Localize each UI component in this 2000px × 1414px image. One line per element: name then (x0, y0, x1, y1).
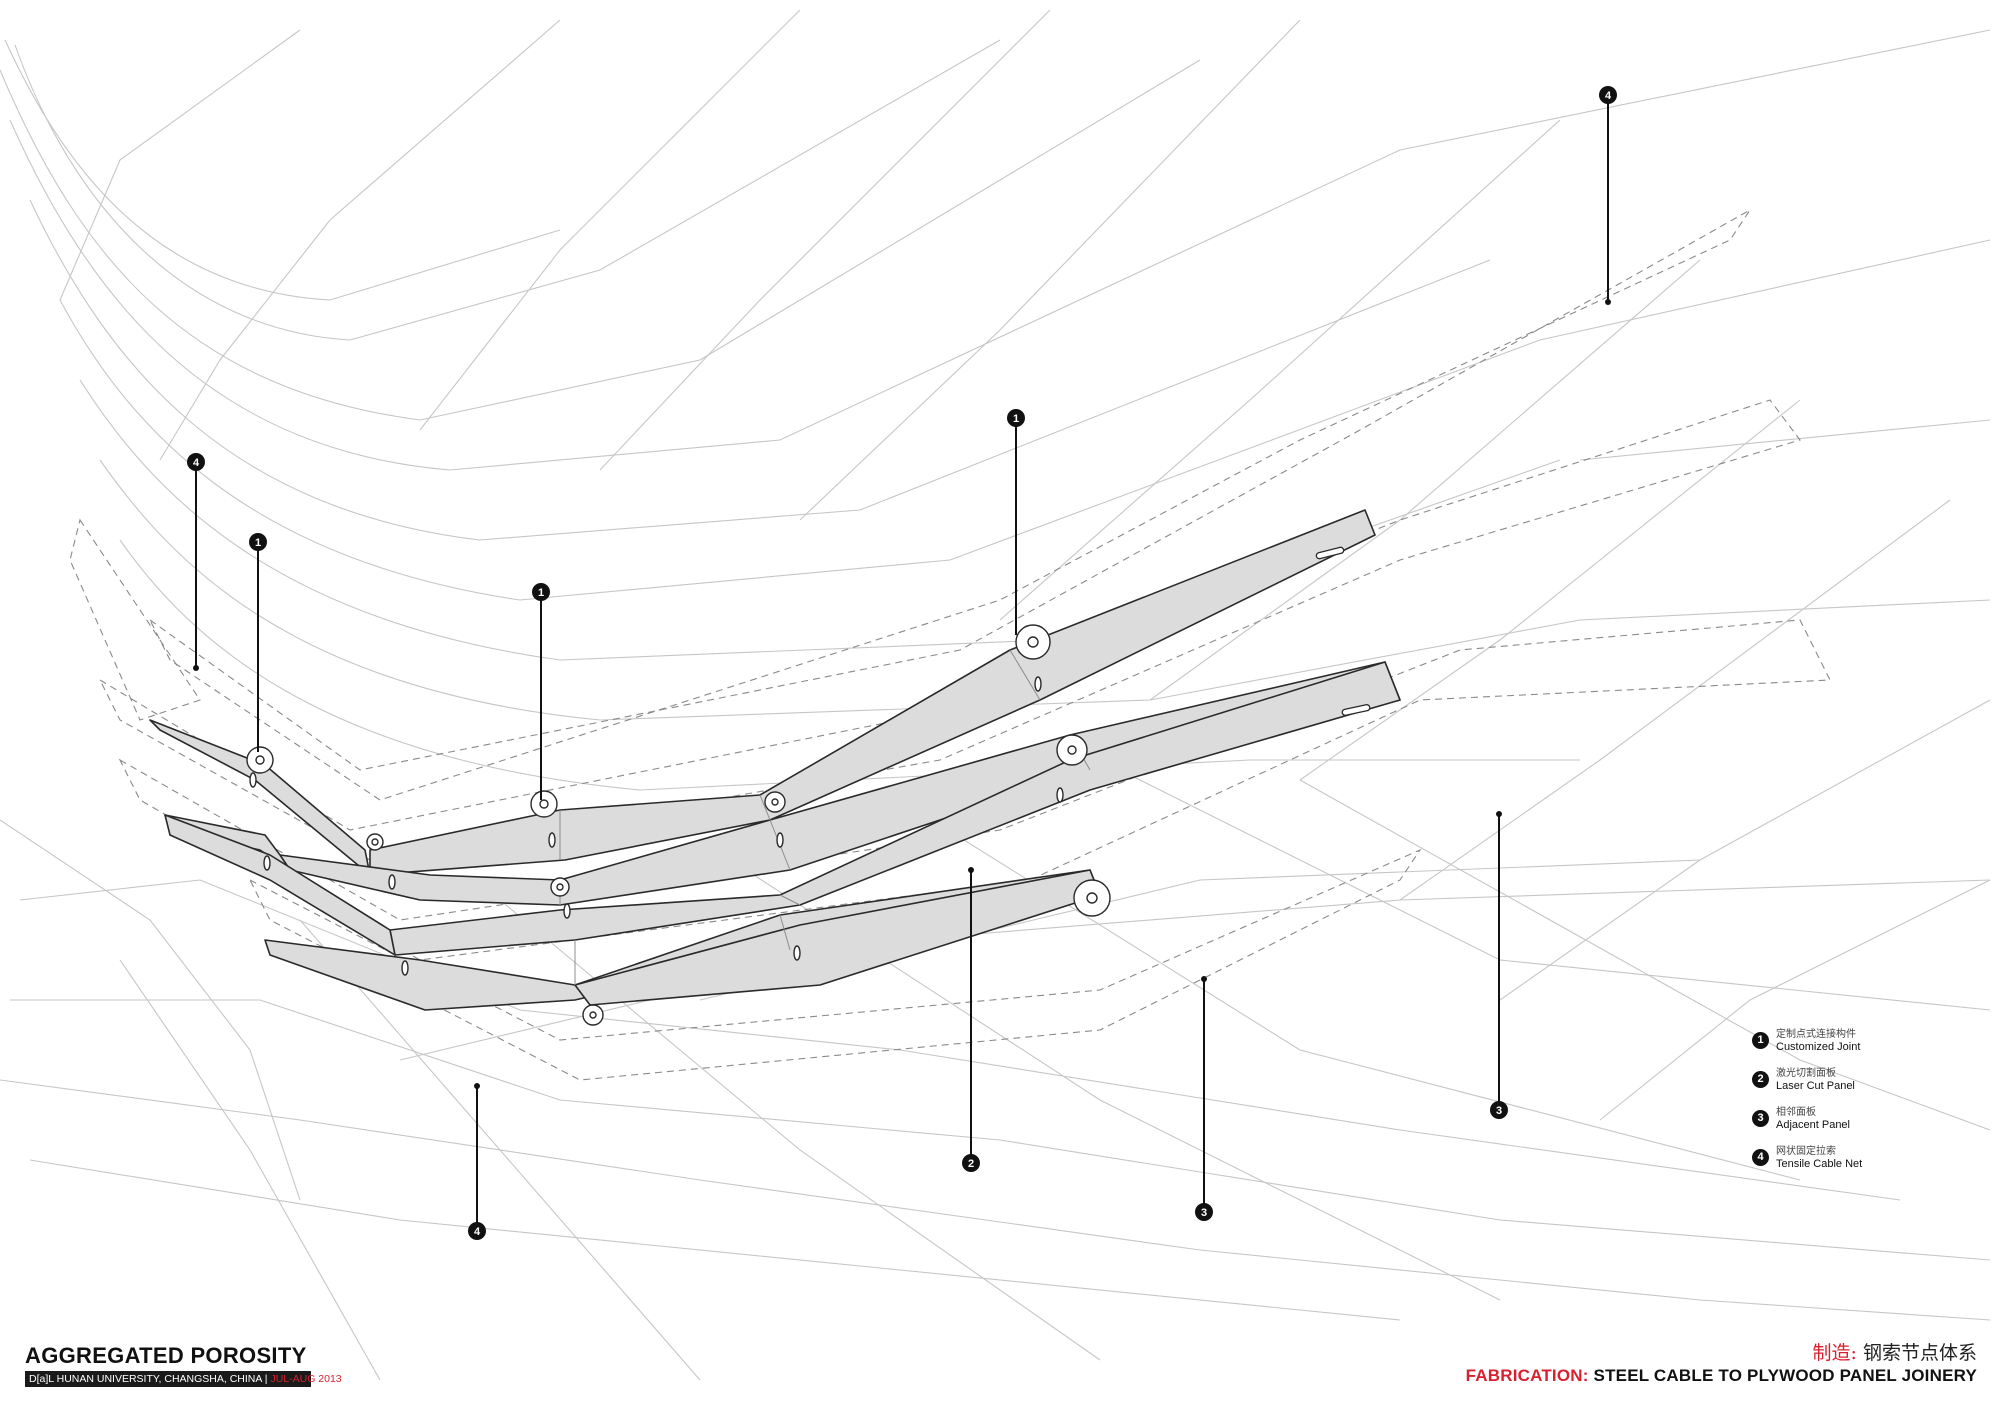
project-date: JUL-AUG 2013 (270, 1373, 342, 1385)
joint-9 (366, 833, 384, 851)
panel-lower (389, 661, 1401, 956)
svg-text:2: 2 (968, 1158, 974, 1170)
legend-label-cn: 相邻面板 (1776, 1107, 1816, 1118)
joint-7 (550, 877, 570, 897)
svg-text:4: 4 (1605, 90, 1612, 102)
svg-text:1: 1 (538, 587, 544, 599)
customized-joints (246, 624, 1111, 1026)
callout-marker: 1 (1007, 409, 1025, 427)
joint-6 (764, 791, 786, 813)
callout-markers: 4 4 1 1 1 2 3 3 4 (187, 86, 1617, 1240)
legend-label-en: Tensile Cable Net (1776, 1158, 1863, 1170)
legend-label-cn: 定制点式连接构件 (1776, 1029, 1856, 1040)
sheet-title-en: FABRICATION: STEEL CABLE TO PLYWOOD PANE… (1466, 1365, 1977, 1387)
callout-marker: 1 (249, 533, 267, 551)
legend-label-en: Laser Cut Panel (1776, 1080, 1855, 1092)
joint-3 (1015, 624, 1051, 660)
callout-marker: 2 (962, 1154, 980, 1172)
project-title: AGGREGATED POROSITY (25, 1343, 307, 1368)
bolts (249, 676, 1064, 976)
joint-2 (530, 790, 558, 818)
sheet-title-en-accent: FABRICATION: (1465, 1366, 1589, 1385)
callout-marker: 3 (1195, 1203, 1213, 1221)
joint-8 (582, 1004, 604, 1026)
leader-lines (195, 95, 1609, 1231)
sheet-title-cn: 制造: 钢索节点体系 (1466, 1341, 1977, 1365)
legend-label-cn: 网状固定拉索 (1776, 1146, 1836, 1157)
laser-cut-panels (149, 509, 1401, 1011)
cable-net (0, 9, 1991, 1381)
callout-marker: 1 (532, 583, 550, 601)
panel-slots (1315, 546, 1371, 716)
sheet-title-cn-accent: 制造: (1812, 1342, 1857, 1364)
legend-item: 4 网状固定拉索 Tensile Cable Net (1752, 1146, 1992, 1185)
legend-item: 1 定制点式连接构件 Customized Joint (1752, 1029, 1992, 1068)
title-block: AGGREGATED POROSITY D[a]L HUNAN UNIVERSI… (25, 1343, 342, 1387)
sheet-title-block: 制造: 钢索节点体系 FABRICATION: STEEL CABLE TO P… (1466, 1341, 1977, 1387)
panel-upper (369, 509, 1376, 876)
joint-5 (1073, 879, 1111, 917)
leader-endpoints (193, 299, 1611, 1089)
sheet-title-cn-text: 钢索节点体系 (1856, 1342, 1977, 1364)
legend-marker: 2 (1752, 1071, 1769, 1088)
legend-item: 2 激光切割面板 Laser Cut Panel (1752, 1068, 1992, 1107)
project-subtitle: D[a]L HUNAN UNIVERSITY, CHANGSHA, CHINA … (29, 1373, 268, 1385)
callout-marker: 4 (187, 453, 205, 471)
legend-marker: 3 (1752, 1110, 1769, 1127)
joint-4 (1056, 734, 1088, 766)
sheet-title-en-text: STEEL CABLE TO PLYWOOD PANEL JOINERY (1588, 1366, 1977, 1385)
callout-marker: 3 (1490, 1101, 1508, 1119)
svg-text:3: 3 (1496, 1105, 1502, 1117)
callout-marker: 4 (468, 1222, 486, 1240)
legend-marker: 4 (1752, 1149, 1769, 1166)
legend-label-cn: 激光切割面板 (1776, 1068, 1836, 1079)
svg-text:3: 3 (1201, 1207, 1207, 1219)
legend: 1 定制点式连接构件 Customized Joint 2 激光切割面板 Las… (1752, 1029, 1992, 1185)
project-info-bar: D[a]L HUNAN UNIVERSITY, CHANGSHA, CHINA … (25, 1371, 342, 1387)
svg-text:4: 4 (474, 1226, 481, 1238)
legend-label-en: Adjacent Panel (1776, 1119, 1850, 1131)
callout-marker: 4 (1599, 86, 1617, 104)
svg-text:1: 1 (1013, 413, 1019, 425)
svg-text:4: 4 (193, 457, 200, 469)
legend-marker: 1 (1752, 1032, 1769, 1049)
svg-text:1: 1 (255, 537, 261, 549)
legend-label-en: Customized Joint (1776, 1041, 1861, 1053)
joint-1 (246, 746, 274, 774)
panel-lower-left (164, 814, 396, 956)
legend-item: 3 相邻面板 Adjacent Panel (1752, 1107, 1992, 1146)
